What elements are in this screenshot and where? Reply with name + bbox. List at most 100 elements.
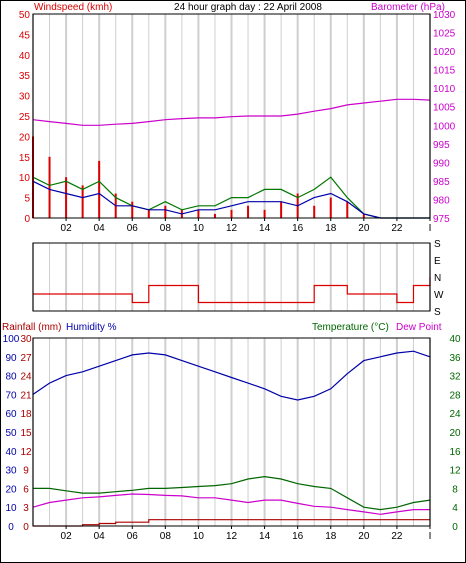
windspeed-axis-title: Windspeed (kmh) (34, 2, 112, 13)
x-tick-label: 04 (94, 223, 106, 234)
x-tick-label: 20 (358, 531, 370, 542)
humidity-tick-label: 100 (3, 334, 20, 345)
rainfall-tick-label: 24 (20, 372, 32, 383)
barometer-tick-label: 1020 (433, 47, 456, 58)
rainfall-tick-label: 21 (20, 390, 32, 401)
barometer-series-line (32, 98, 431, 126)
barometer-tick-label: 1010 (433, 84, 456, 95)
humidity-tick-label: 0 (8, 522, 14, 533)
temperature-tick-label: 16 (449, 447, 461, 458)
x-tick-label: 02 (61, 223, 73, 234)
x-tick-label: 08 (160, 531, 172, 542)
x-tick-label: 02 (61, 531, 73, 542)
rainfall-tick-label: 3 (23, 503, 29, 514)
x-tick-label: 22 (391, 223, 403, 234)
windspeed-tick-label: 0 (24, 214, 30, 225)
barometer-tick-label: 1025 (433, 29, 456, 40)
plot-frame (32, 242, 431, 312)
humidity-tick-label: 50 (5, 428, 17, 439)
humidity-tick-label: 80 (5, 372, 17, 383)
x-tick-label: I (429, 223, 432, 234)
wind-direction-series-line (33, 277, 431, 304)
windspeed-tick-label: 50 (19, 10, 31, 21)
barometer-tick-label: 995 (433, 140, 450, 151)
rainfall-tick-label: 27 (20, 353, 32, 364)
direction-tick-label: S (434, 307, 441, 318)
x-tick-label: I (429, 531, 432, 542)
rainfall-axis-title: Rainfall (mm) (2, 322, 61, 333)
x-tick-label: 18 (325, 531, 337, 542)
humidity-tick-label: 10 (5, 503, 17, 514)
x-tick-label: 14 (259, 531, 271, 542)
windspeed-tick-label: 35 (19, 71, 31, 82)
temperature-tick-label: 36 (449, 353, 461, 364)
windspeed-tick-label: 40 (19, 51, 31, 62)
windspeed-tick-label: 10 (19, 173, 31, 184)
x-tick-label: 06 (127, 223, 139, 234)
chart-title: 24 hour graph day : 22 April 2008 (174, 2, 322, 13)
humidity-tick-label: 60 (5, 409, 17, 420)
x-tick-label: 10 (193, 531, 205, 542)
barometer-tick-label: 975 (433, 214, 450, 225)
x-tick-label: 14 (259, 223, 271, 234)
humidity-tick-label: 20 (5, 484, 17, 495)
temperature-tick-label: 12 (449, 466, 461, 477)
direction-tick-label: E (434, 256, 441, 267)
humidity-tick-label: 40 (5, 447, 17, 458)
rainfall-tick-label: 0 (23, 522, 29, 533)
windspeed-tick-label: 30 (19, 92, 31, 103)
temperature-tick-label: 8 (452, 484, 458, 495)
rainfall-tick-label: 30 (20, 334, 32, 345)
average-wind-series-line (32, 180, 430, 219)
direction-tick-label: S (434, 239, 441, 250)
temperature-tick-label: 4 (452, 503, 458, 514)
x-tick-label: 12 (226, 223, 238, 234)
barometer-tick-label: 985 (433, 177, 450, 188)
barometer-axis-title: Barometer (hPa) (371, 2, 445, 13)
rainfall-tick-label: 6 (23, 484, 29, 495)
barometer-tick-label: 1000 (433, 121, 456, 132)
x-tick-label: 12 (226, 531, 238, 542)
wind-barometer-panel: 0510152025303540455097598098599099510001… (19, 10, 456, 234)
temperature-series-line (33, 475, 431, 511)
x-tick-label: 10 (193, 223, 205, 234)
temperature-axis-title: Temperature (°C) (312, 322, 389, 333)
direction-tick-label: N (434, 273, 441, 284)
windspeed-tick-label: 15 (19, 153, 31, 164)
x-tick-label: 08 (160, 223, 172, 234)
windspeed-tick-label: 45 (19, 30, 31, 41)
dew-point-axis-title: Dew Point (396, 322, 442, 333)
barometer-tick-label: 1015 (433, 66, 456, 77)
rainfall-tick-label: 18 (20, 409, 32, 420)
windspeed-tick-label: 25 (19, 112, 31, 123)
rainfall-tick-label: 9 (23, 466, 29, 477)
temperature-tick-label: 0 (452, 522, 458, 533)
barometer-tick-label: 1030 (433, 10, 456, 21)
rainfall-tick-label: 12 (20, 447, 32, 458)
x-tick-label: 20 (358, 223, 370, 234)
rainfall-series-line (33, 519, 430, 527)
barometer-tick-label: 1005 (433, 103, 456, 114)
humidity-tick-label: 70 (5, 390, 17, 401)
humidity-tick-label: 90 (5, 353, 17, 364)
x-tick-label: 06 (127, 531, 139, 542)
barometer-tick-label: 980 (433, 195, 450, 206)
x-tick-label: 16 (292, 223, 304, 234)
dew-point-series-line (32, 493, 430, 515)
humidity-tick-label: 30 (5, 466, 17, 477)
humidity-axis-title: Humidity % (66, 322, 117, 333)
x-tick-label: 16 (292, 531, 304, 542)
windspeed-tick-label: 5 (24, 194, 30, 205)
temperature-tick-label: 28 (449, 390, 461, 401)
temperature-tick-label: 20 (449, 428, 461, 439)
windspeed-tick-label: 20 (19, 132, 31, 143)
x-tick-label: 22 (391, 531, 403, 542)
temperature-tick-label: 24 (449, 409, 461, 420)
temperature-tick-label: 40 (449, 334, 461, 345)
direction-tick-label: W (434, 290, 444, 301)
